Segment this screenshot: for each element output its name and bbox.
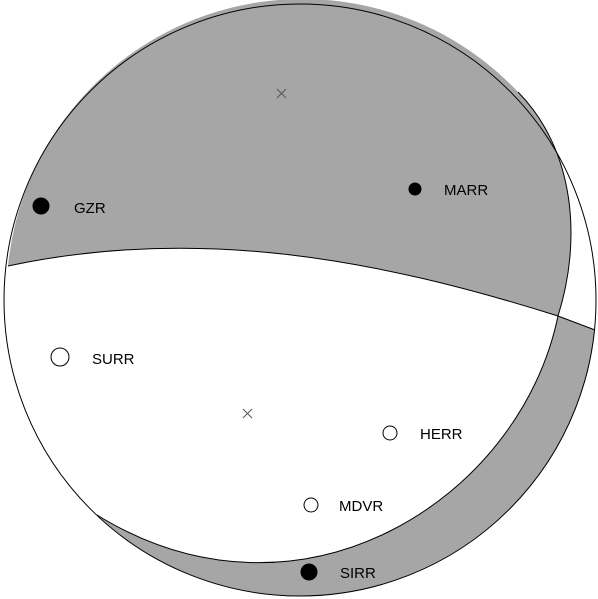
- compressional-quadrant-upper: [8, 0, 571, 316]
- station-surr-marker: [50, 347, 70, 367]
- station-marr-marker: [408, 182, 422, 196]
- station-sirr-marker: [300, 563, 318, 581]
- nodal-plane-1: [96, 91, 572, 564]
- station-sirr-label: SIRR: [340, 565, 376, 582]
- p-axis-marker: [242, 408, 253, 419]
- station-mdvr-label: MDVR: [339, 498, 383, 515]
- station-mdvr-marker: [303, 497, 319, 513]
- station-marr-label: MARR: [444, 182, 488, 199]
- station-herr-label: HERR: [420, 426, 463, 443]
- nodal-plane-2: [7, 247, 596, 331]
- station-herr-marker: [382, 425, 398, 441]
- station-gzr-label: GZR: [74, 200, 106, 217]
- station-surr-label: SURR: [92, 351, 135, 368]
- focal-sphere-outline: [3, 3, 597, 597]
- compressional-quadrant-lower: [97, 316, 595, 597]
- t-axis-marker: [276, 88, 287, 99]
- station-gzr-marker: [32, 197, 50, 215]
